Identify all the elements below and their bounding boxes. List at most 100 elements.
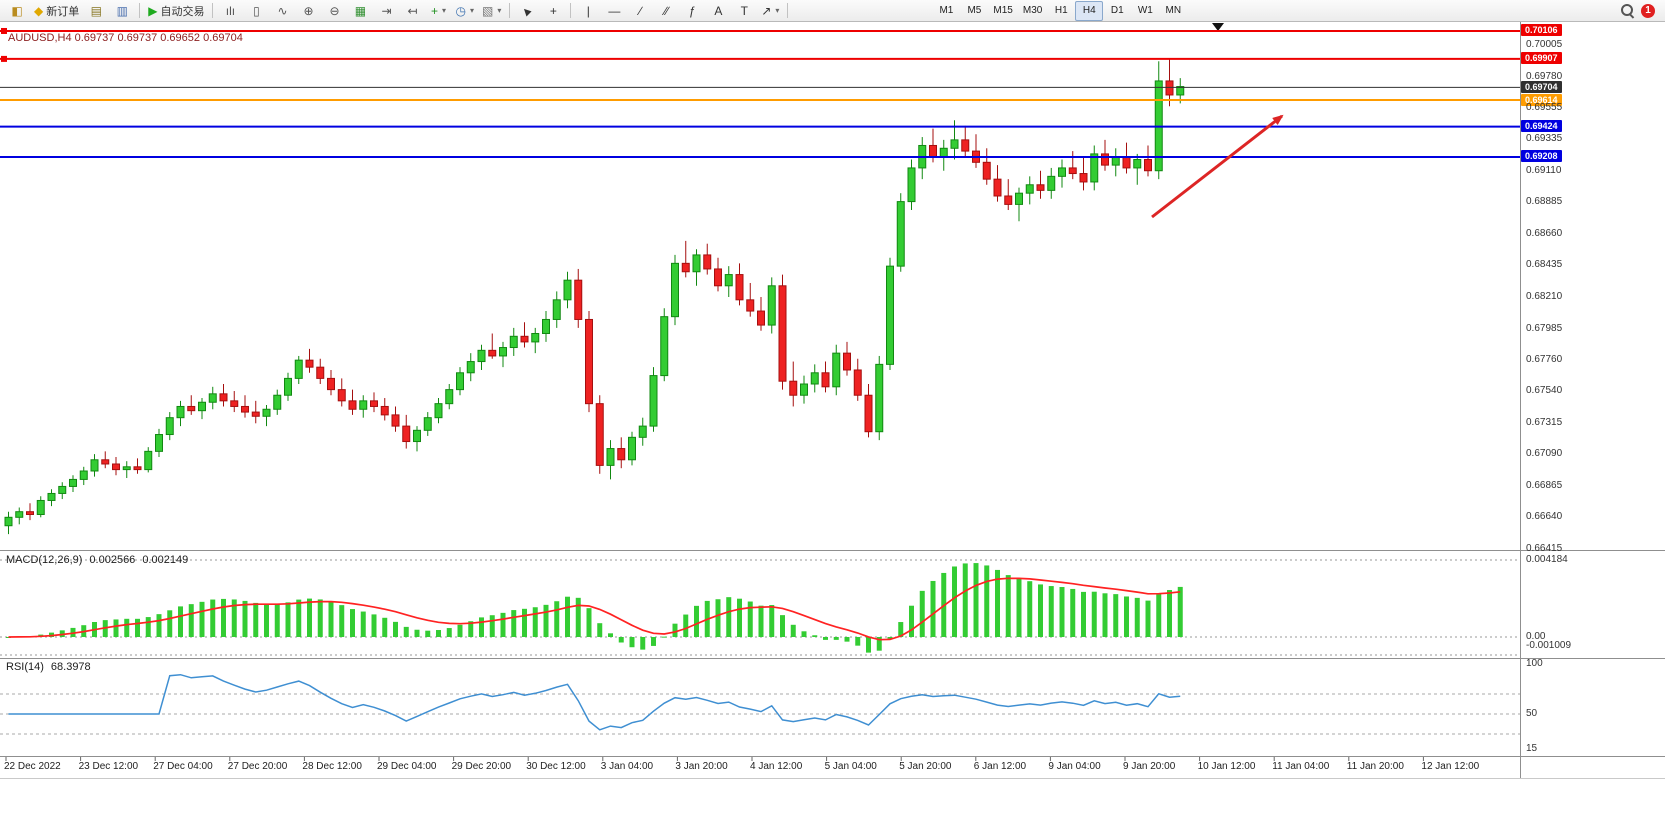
price-axis-label: 0.69555	[1526, 102, 1563, 114]
line-handle[interactable]	[1, 27, 7, 34]
toolbar-buttons: ◧ ◆ 新订单 ▤ ▥ ▶ 自动交易 ılı ▯ ∿ ⊕ ⊖ ▦ ⇥ ↤ + ▾ ◷ ▾ ▧ ▾ ◄ + | — ∕ ∕∕ ƒ A T ↗ ▾…	[4, 0, 1620, 21]
indicators-icon: +	[430, 3, 438, 18]
trend-arrow[interactable]	[1151, 114, 1284, 219]
timeframe-w1-button[interactable]: W1	[1137, 5, 1153, 16]
text-button[interactable]: A	[705, 1, 731, 21]
bar-chart-icon: ılı	[225, 3, 236, 18]
price-axis-label: 0.68210	[1526, 291, 1563, 302]
zoom-in-icon: ⊕	[303, 3, 314, 18]
time-axis-label: 11 Jan 04:00	[1272, 761, 1330, 772]
timeframe-mn-button[interactable]: MN	[1165, 5, 1182, 16]
arrows-icon: ↗	[761, 3, 772, 18]
timeframe-m1-button[interactable]: M1	[939, 5, 954, 16]
tile-windows-button[interactable]: ▦	[347, 1, 373, 21]
macd-value-main: 0.002566	[89, 554, 136, 566]
time-axis-label: 28 Dec 12:00	[302, 761, 362, 772]
macd-axis-label: 0.004184	[1526, 554, 1568, 565]
periods-button[interactable]: ◷ ▾	[451, 1, 478, 21]
sep5	[787, 3, 789, 18]
macd-axis-label: -0.001009	[1526, 640, 1572, 651]
bar-chart-button[interactable]: ılı	[217, 1, 243, 21]
horizontal-line-button[interactable]: —	[601, 1, 627, 21]
price-axis-label: 0.69780	[1526, 70, 1563, 82]
price-tag: 0.69208	[1521, 150, 1562, 163]
autotrade-button[interactable]: ▶ 自动交易	[148, 3, 205, 18]
profile-button[interactable]: ▥	[109, 1, 135, 21]
auto-scroll-icon: ⇥	[381, 3, 392, 18]
line-chart-button[interactable]: ∿	[269, 1, 295, 21]
crosshair-button[interactable]: +	[540, 1, 566, 21]
macd-pane[interactable]	[0, 551, 1520, 658]
rsi-axis-label: 15	[1526, 743, 1538, 754]
time-axis-label: 12 Jan 12:00	[1421, 761, 1480, 772]
zoom-in-button[interactable]: ⊕	[295, 1, 321, 21]
sep3	[509, 3, 511, 18]
toolbar: ◧ ◆ 新订单 ▤ ▥ ▶ 自动交易 ılı ▯ ∿ ⊕ ⊖ ▦ ⇥ ↤ + ▾ ◷ ▾ ▧ ▾ ◄ + | — ∕ ∕∕ ƒ A T ↗ ▾…	[0, 0, 1665, 22]
timeframe-m5-button[interactable]: M5	[967, 5, 982, 16]
templates-button[interactable]: ▧ ▾	[478, 1, 505, 21]
time-axis-label: 3 Jan 20:00	[675, 761, 728, 772]
timeframe-h4-button[interactable]: H4	[1075, 0, 1104, 21]
search-icon[interactable]	[1620, 3, 1635, 18]
time-axis-label: 4 Jan 12:00	[750, 761, 803, 772]
line-handle[interactable]	[1, 55, 7, 62]
app-icon: ◧	[4, 1, 30, 21]
auto-scroll-button[interactable]: ⇥	[373, 1, 399, 21]
macd-value-signal: 0.002149	[142, 554, 189, 566]
timeframe-m30-button[interactable]: M30	[1022, 5, 1043, 16]
fibonacci-button[interactable]: ƒ	[679, 1, 705, 21]
time-axis-label: 3 Jan 04:00	[600, 761, 654, 772]
new-order-button[interactable]: ◆ 新订单	[34, 3, 80, 18]
price-axis-label: 0.69335	[1526, 133, 1563, 145]
time-axis-label: 22 Dec 2022	[4, 761, 61, 772]
charts-window-button[interactable]: ▤	[83, 1, 109, 21]
candlestick-chart-button[interactable]: ▯	[243, 1, 269, 21]
rsi-pane[interactable]	[0, 659, 1520, 756]
price-axis-label: 0.67315	[1526, 416, 1563, 428]
profile-icon: ▥	[116, 3, 128, 18]
text-label-button[interactable]: T	[731, 1, 757, 21]
text-icon: A	[714, 3, 723, 18]
new-order-icon: ◆	[34, 3, 44, 18]
price-tag: 0.69704	[1521, 80, 1562, 93]
line-chart-icon: ∿	[277, 3, 288, 18]
price-axis-label: 0.66640	[1526, 511, 1563, 523]
price-tag: 0.70106	[1521, 24, 1562, 37]
channel-button[interactable]: ∕∕	[653, 1, 679, 21]
zoom-out-button[interactable]: ⊖	[321, 1, 347, 21]
time-axis-label: 11 Jan 20:00	[1346, 761, 1404, 772]
arrows-button[interactable]: ↗ ▾	[757, 1, 783, 21]
price-axis-label: 0.66415	[1526, 542, 1563, 554]
sep4	[570, 3, 572, 18]
trendline-button[interactable]: ∕	[627, 1, 653, 21]
candlestick-chart-icon: ▯	[253, 3, 260, 18]
price-axis-label: 0.67540	[1526, 385, 1563, 397]
vertical-line-button[interactable]: |	[575, 1, 601, 21]
timeframe-d1-button[interactable]: D1	[1110, 5, 1124, 16]
timeframe-h1-button[interactable]: H1	[1054, 5, 1068, 16]
toolbar-right-group: 1	[1620, 3, 1661, 18]
price-axis-label: 0.69110	[1526, 164, 1562, 176]
main-chart-pane[interactable]	[0, 22, 1520, 550]
time-axis-label: 30 Dec 12:00	[526, 761, 586, 772]
rsi-axis-label: 50	[1526, 708, 1538, 719]
sep1	[139, 3, 141, 18]
time-axis-label: 9 Jan 04:00	[1048, 761, 1101, 772]
autotrade-icon: ▶	[148, 3, 158, 18]
vertical-line-icon: |	[586, 3, 590, 18]
notification-badge[interactable]: 1	[1641, 3, 1655, 18]
time-axis-label: 27 Dec 04:00	[153, 761, 213, 772]
chevron-down-icon: ▾	[775, 6, 780, 15]
time-axis-label: 10 Jan 12:00	[1197, 761, 1256, 772]
channel-icon: ∕∕	[664, 3, 669, 18]
chevron-down-icon: ▾	[469, 6, 474, 15]
timeframe-m15-button[interactable]: M15	[993, 5, 1013, 16]
chart-shift-button[interactable]: ↤	[399, 1, 425, 21]
indicators-button[interactable]: + ▾	[425, 1, 451, 21]
macd-name: MACD(12,26,9)	[6, 554, 83, 566]
chevron-down-icon: ▾	[441, 6, 446, 15]
macd-histogram	[6, 563, 1183, 653]
price-axis-label: 0.67985	[1526, 322, 1563, 334]
